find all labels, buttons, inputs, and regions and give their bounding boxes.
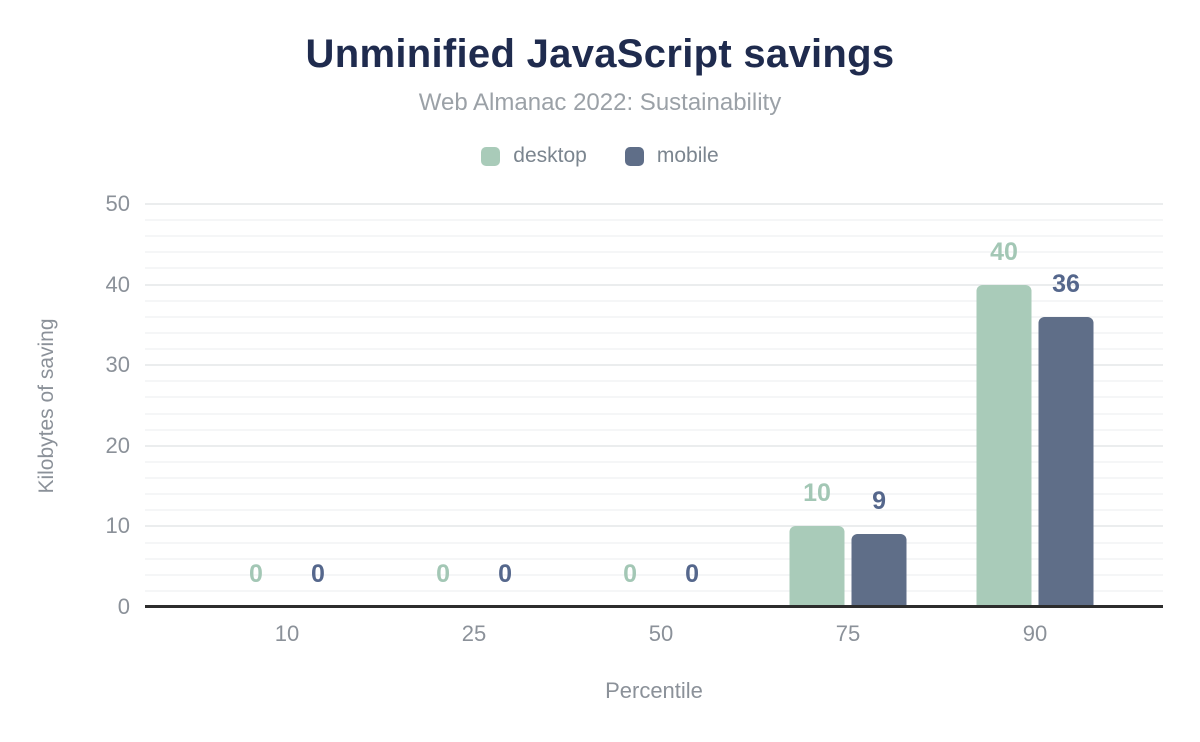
gridline-minor <box>145 380 1163 383</box>
gridline-major <box>145 444 1163 447</box>
y-axis-title: Kilobytes of saving <box>35 318 58 494</box>
bar-value-label-desktop: 40 <box>990 237 1018 266</box>
y-axis-tick-label: 50 <box>105 191 130 216</box>
bar-mobile <box>851 534 907 607</box>
gridline-minor <box>145 251 1163 254</box>
gridline-minor <box>145 331 1163 334</box>
bar-value-label-desktop: 10 <box>803 479 831 508</box>
bar-value-label-mobile: 36 <box>1052 269 1080 298</box>
gridline-minor <box>145 412 1163 415</box>
bar-value-label-mobile: 0 <box>498 560 512 588</box>
gridline-minor <box>145 589 1163 592</box>
gridline-major <box>145 364 1163 367</box>
legend-label-mobile: mobile <box>656 144 719 167</box>
chart-subtitle: Web Almanac 2022: Sustainability <box>418 89 782 116</box>
bar-desktop <box>976 284 1032 607</box>
y-axis-tick-label: 20 <box>105 432 130 458</box>
gridline-major <box>145 525 1163 528</box>
legend-swatch-desktop <box>481 146 501 166</box>
bar-value-label-desktop: 0 <box>436 560 450 588</box>
bar-value-label-desktop: 0 <box>249 560 263 588</box>
gridline-major <box>145 283 1163 286</box>
gridline-minor <box>145 315 1163 318</box>
bar-value-label-mobile: 9 <box>872 487 886 516</box>
x-axis-tick-label: 25 <box>461 621 487 646</box>
gridline-minor <box>145 541 1163 544</box>
gridline-minor <box>145 219 1163 222</box>
gridline-minor <box>145 509 1163 512</box>
legend-label-desktop: desktop <box>513 144 587 167</box>
y-axis-tick-label: 40 <box>105 271 130 297</box>
gridline-major <box>145 203 1163 205</box>
bar-value-label-mobile: 0 <box>311 560 325 588</box>
bar-desktop <box>789 526 845 607</box>
gridline-minor <box>145 573 1163 576</box>
x-axis-tick-label: 50 <box>648 621 674 646</box>
legend-item-mobile: mobile <box>624 144 719 168</box>
legend: desktop mobile <box>0 144 1200 168</box>
legend-item-desktop: desktop <box>481 144 587 168</box>
gridline-minor <box>145 299 1163 302</box>
x-axis-baseline <box>145 605 1163 608</box>
bar-group: 40 36 <box>976 204 1094 607</box>
gridline-minor <box>145 396 1163 399</box>
gridline-minor <box>145 267 1163 270</box>
gridline-minor <box>145 460 1163 463</box>
chart-title: Unminified JavaScript savings <box>305 32 895 76</box>
x-axis-tick-label: 75 <box>835 621 861 646</box>
y-axis-tick-label: 30 <box>105 352 130 378</box>
gridline-minor <box>145 557 1163 560</box>
gridline-minor <box>145 348 1163 351</box>
gridline-minor <box>145 428 1163 431</box>
x-axis-tick-label: 90 <box>1022 621 1048 646</box>
x-axis-tick-label: 10 <box>274 621 300 646</box>
plot-area: 0 10 20 30 40 50 0 0 10 0 0 25 0 0 50 10 9 75 40 36 90 <box>106 191 1163 646</box>
gridline-minor <box>145 477 1163 480</box>
x-axis-title: Percentile <box>605 678 703 703</box>
y-axis-tick-label: 10 <box>105 513 130 539</box>
y-axis-tick-label: 0 <box>117 594 130 619</box>
gridline-minor <box>145 493 1163 496</box>
gridline-minor <box>145 235 1163 238</box>
bar-value-label-mobile: 0 <box>685 560 699 588</box>
legend-swatch-mobile <box>624 146 644 166</box>
bar-mobile <box>1038 316 1094 607</box>
bar-group: 10 9 <box>789 204 907 607</box>
bar-value-label-desktop: 0 <box>623 560 637 588</box>
